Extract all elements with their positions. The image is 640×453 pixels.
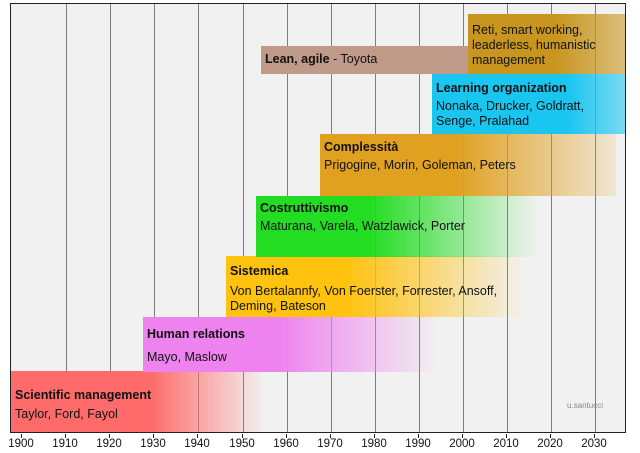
- axis-year-label: 1930: [140, 438, 166, 450]
- axis-tick: [109, 434, 110, 438]
- era-complessita: Complessità Prigogine, Morin, Goleman, P…: [320, 134, 616, 196]
- gridline: [110, 4, 111, 432]
- axis-tick: [153, 434, 154, 438]
- era-people: Nonaka, Drucker, Goldratt, Senge, Pralah…: [436, 99, 584, 128]
- era-title: Costruttivismo: [260, 201, 349, 215]
- axis-tick: [462, 434, 463, 438]
- era-sistemica: Sistemica Von Bertalannfy, Von Foerster,…: [226, 256, 526, 317]
- axis-year-label: 1960: [273, 438, 299, 450]
- axis-year-label: 1980: [361, 438, 387, 450]
- era-title-suffix: - Toyota: [329, 52, 378, 66]
- gridline: [154, 4, 155, 432]
- axis-year-label: 1940: [184, 438, 210, 450]
- axis-year-label: 2010: [493, 438, 519, 450]
- axis-tick: [330, 434, 331, 438]
- axis-tick: [550, 434, 551, 438]
- axis-year-label: 1990: [405, 438, 431, 450]
- axis-tick: [286, 434, 287, 438]
- gridline: [198, 4, 199, 432]
- era-title: Lean, agile: [265, 52, 330, 66]
- gridline: [66, 4, 67, 432]
- era-people: Maturana, Varela, Watzlawick, Porter: [260, 219, 465, 233]
- axis-year-label: 2000: [449, 438, 475, 450]
- axis-tick: [21, 434, 22, 438]
- axis-tick: [65, 434, 66, 438]
- era-people: Mayo, Maslow: [147, 350, 227, 364]
- credit-text: u.santucci: [566, 401, 603, 410]
- era-title: Complessità: [324, 140, 399, 154]
- era-people: Reti, smart working, leaderless, humanis…: [472, 23, 596, 67]
- axis-year-label: 1910: [52, 438, 78, 450]
- axis-tick: [418, 434, 419, 438]
- axis-tick: [506, 434, 507, 438]
- era-lean-agile: Lean, agile - Toyota: [261, 46, 476, 74]
- axis-year-label: 2030: [581, 438, 607, 450]
- axis-tick: [197, 434, 198, 438]
- era-title: Scientific management: [15, 388, 152, 402]
- gridline: [551, 4, 552, 432]
- axis-year-label: 1900: [8, 438, 34, 450]
- axis-tick: [594, 434, 595, 438]
- era-human-relations: Human relations Mayo, Maslow: [143, 317, 439, 372]
- gridline: [243, 4, 244, 432]
- axis-year-label: 2020: [537, 438, 563, 450]
- axis-year-label: 1950: [229, 438, 255, 450]
- era-people: Von Bertalannfy, Von Foerster, Forrester…: [230, 284, 498, 313]
- era-title: Learning organization: [436, 81, 567, 95]
- axis-tick: [374, 434, 375, 438]
- gridline: [595, 4, 596, 432]
- era-costruttivismo: Costruttivismo Maturana, Varela, Watzlaw…: [256, 196, 538, 257]
- era-title: Human relations: [147, 327, 245, 341]
- axis-tick: [242, 434, 243, 438]
- era-people: Taylor, Ford, Fayol: [15, 407, 118, 421]
- era-people: Prigogine, Morin, Goleman, Peters: [324, 158, 516, 172]
- timeline-frame: Scientific management Taylor, Ford, Fayo…: [10, 3, 626, 433]
- era-reti: Reti, smart working, leaderless, humanis…: [468, 14, 625, 74]
- era-title: Sistemica: [230, 264, 289, 278]
- axis-year-label: 1970: [317, 438, 343, 450]
- era-learning-organization: Learning organization Nonaka, Drucker, G…: [432, 74, 625, 134]
- axis-year-label: 1920: [96, 438, 122, 450]
- era-scientific-management: Scientific management Taylor, Ford, Fayo…: [11, 371, 264, 432]
